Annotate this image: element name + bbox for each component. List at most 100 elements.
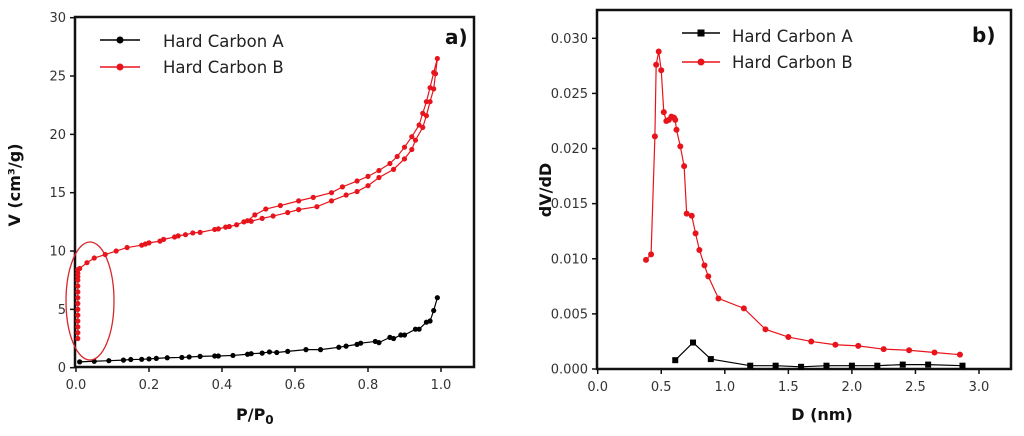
data-point-a-hard-carbon-b: [161, 236, 167, 242]
x-tick-label-b: 3.0: [969, 380, 990, 395]
data-point-a-hard-carbon-b: [124, 244, 130, 251]
data-point-a-hard-carbon-b: [354, 188, 360, 195]
y-tick-label-a: 5: [58, 303, 66, 318]
data-point-b-hard-carbon-b: [808, 338, 815, 345]
y-tick-label-b: 0.000: [551, 363, 588, 378]
data-point-a-hard-carbon-b: [182, 232, 189, 238]
data-point-b-hard-carbon-b: [832, 341, 839, 348]
data-point-b-hard-carbon-a: [672, 357, 679, 364]
data-point-a-hard-carbon-b: [75, 312, 81, 318]
x-tick-label-b: 2.5: [905, 380, 926, 395]
data-point-a-hard-carbon-b: [343, 192, 349, 198]
data-point-a-hard-carbon-b: [314, 204, 320, 210]
panel-b: 0.0 0.5 1.0 1.5 2.0 2.5 3.0 0.000 0.005 0.010 0.01…: [536, 8, 1013, 424]
data-point-a-hard-carbon-a: [215, 353, 221, 359]
data-point-b-hard-carbon-b: [705, 273, 712, 280]
data-point-a-hard-carbon-a: [153, 355, 159, 361]
data-point-a-hard-carbon-b: [427, 85, 433, 91]
x-tick-label-a: 0.8: [358, 378, 379, 393]
data-point-b-hard-carbon-a: [848, 362, 855, 369]
data-point-a-hard-carbon-b: [354, 178, 360, 184]
data-point-a-hard-carbon-b: [412, 137, 419, 143]
data-point-a-hard-carbon-b: [339, 184, 346, 190]
x-tick-label-b: 1.0: [714, 380, 735, 395]
y-tick-label-a: 10: [49, 245, 66, 260]
data-point-a-hard-carbon-b: [376, 174, 382, 181]
data-point-a-hard-carbon-b: [84, 260, 90, 266]
x-tick-label-a: 0.2: [139, 378, 160, 393]
y-tick-label-b: 0.010: [551, 252, 588, 267]
data-point-a-hard-carbon-a: [285, 348, 291, 354]
data-point-b-hard-carbon-b: [681, 163, 688, 170]
y-tick-label-a: 30: [49, 11, 66, 26]
y-tick-label-b: 0.015: [551, 197, 588, 212]
data-point-a-hard-carbon-b: [310, 194, 316, 200]
data-point-a-hard-carbon-b: [75, 324, 81, 330]
legend-b: Hard Carbon A Hard Carbon B: [682, 27, 853, 72]
data-point-a-hard-carbon-b: [270, 213, 276, 219]
data-point-a-hard-carbon-b: [197, 229, 203, 235]
data-point-a-hard-carbon-b: [190, 230, 196, 236]
panel-a: 0.0 0.2 0.4 0.6 0.8 1.0 0 5 10 15 20 25 30 Hard Carb…: [5, 11, 476, 427]
data-point-a-hard-carbon-b: [328, 198, 335, 204]
data-point-b-hard-carbon-b: [683, 210, 690, 217]
data-point-a-hard-carbon-a: [336, 344, 342, 350]
x-tick-label-a: 0.0: [66, 378, 87, 393]
data-point-a-hard-carbon-b: [259, 215, 265, 221]
data-point-a-hard-carbon-b: [401, 144, 408, 150]
data-point-a-hard-carbon-a: [376, 340, 382, 346]
data-point-a-hard-carbon-b: [75, 295, 81, 301]
x-tick-label-a: 0.4: [212, 378, 233, 393]
data-point-a-hard-carbon-a: [259, 350, 265, 356]
legend-a: Hard Carbon A Hard Carbon B: [100, 32, 284, 77]
data-point-a-hard-carbon-a: [401, 332, 408, 338]
data-point-a-hard-carbon-b: [234, 222, 240, 228]
data-point-b-hard-carbon-b: [906, 347, 913, 354]
data-point-a-hard-carbon-b: [394, 153, 400, 160]
data-point-a-hard-carbon-b: [77, 265, 83, 272]
y-tick-label-a: 15: [49, 186, 66, 201]
data-point-a-hard-carbon-b: [146, 240, 152, 246]
x-axis-label-b: D (nm): [791, 405, 853, 424]
data-point-a-hard-carbon-b: [113, 248, 119, 254]
data-point-a-hard-carbon-b: [91, 255, 97, 261]
legend-label-a-hard-carbon-a: Hard Carbon A: [163, 32, 284, 51]
series-line-a-hard-carbon-a: [79, 297, 438, 363]
data-point-b-hard-carbon-b: [740, 305, 747, 312]
data-point-a-hard-carbon-b: [296, 207, 302, 213]
data-point-a-hard-carbon-a: [431, 307, 437, 314]
data-point-a-hard-carbon-b: [175, 233, 181, 239]
data-point-b-hard-carbon-b: [672, 116, 679, 123]
data-point-a-hard-carbon-a: [434, 295, 440, 301]
data-point-b-hard-carbon-a: [823, 362, 830, 369]
data-point-b-hard-carbon-a: [690, 339, 697, 346]
data-point-b-hard-carbon-a: [899, 361, 906, 368]
data-point-b-hard-carbon-b: [956, 351, 963, 358]
data-point-b-hard-carbon-b: [658, 67, 665, 74]
data-point-a-hard-carbon-b: [376, 167, 382, 174]
data-point-a-hard-carbon-b: [401, 156, 408, 162]
y-axis-label-a: V (cm³/g): [5, 143, 24, 226]
data-point-a-hard-carbon-b: [263, 206, 269, 212]
data-point-b-hard-carbon-b: [642, 256, 649, 263]
data-point-a-hard-carbon-a: [343, 343, 349, 349]
y-tick-label-b: 0.005: [551, 307, 588, 322]
data-point-a-hard-carbon-b: [328, 190, 335, 196]
data-point-b-hard-carbon-b: [660, 109, 667, 116]
data-point-b-hard-carbon-a: [925, 361, 932, 368]
y-axis-label-b: dV/dD: [536, 163, 555, 217]
data-point-a-hard-carbon-a: [248, 351, 254, 357]
series-line-b-hard-carbon-a: [674, 341, 963, 368]
data-point-a-hard-carbon-a: [212, 353, 218, 359]
data-point-b-hard-carbon-b: [762, 326, 769, 333]
data-point-a-hard-carbon-a: [179, 354, 185, 361]
y-tick-label-b: 0.020: [551, 142, 588, 157]
data-point-a-hard-carbon-a: [303, 347, 309, 353]
data-point-b-hard-carbon-b: [688, 212, 695, 219]
data-point-a-hard-carbon-b: [416, 122, 422, 128]
legend-marker-b-hard-carbon-a: [697, 29, 705, 37]
panel-label-b: b): [972, 23, 995, 47]
legend-marker-a-hard-carbon-b: [116, 63, 124, 71]
data-point-a-hard-carbon-a: [266, 349, 273, 355]
data-point-a-hard-carbon-a: [427, 318, 433, 324]
